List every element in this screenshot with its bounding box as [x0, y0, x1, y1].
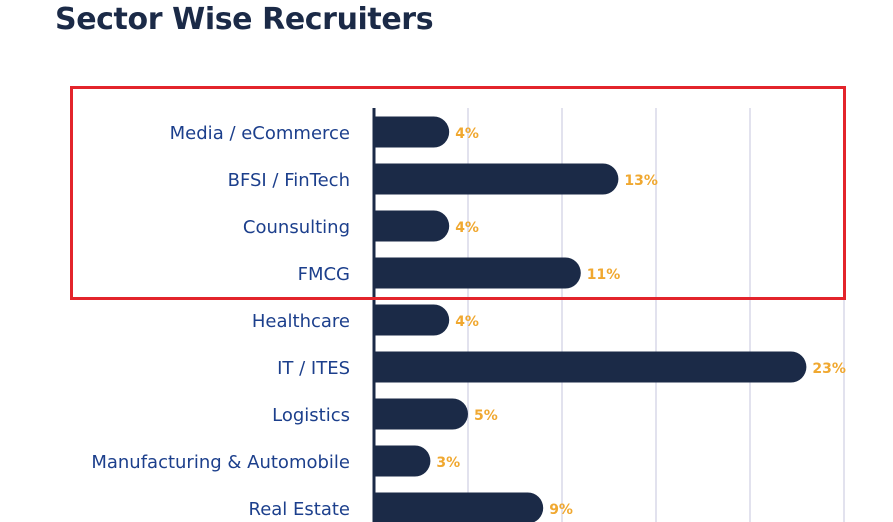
category-labels: Media / eCommerce BFSI / FinTech Counsulti…	[91, 123, 350, 520]
value-label-fmcg: 11%	[587, 267, 621, 283]
category-label-bfsi-fintech: BFSI / FinTech	[228, 170, 350, 191]
bar-manufacturing-automobile	[374, 445, 431, 477]
category-label-counsulting: Counsulting	[243, 217, 350, 238]
bar-counsulting	[374, 210, 450, 242]
category-label-real-estate: Real Estate	[249, 499, 351, 520]
bar-logistics	[374, 398, 468, 430]
value-label-it-ites: 23%	[812, 361, 846, 377]
value-label-logistics: 5%	[474, 408, 498, 424]
value-label-manufacturing-automobile: 3%	[436, 455, 460, 471]
bar-media-ecommerce	[374, 116, 450, 148]
category-label-healthcare: Healthcare	[252, 311, 350, 332]
value-labels: 4% 13% 4% 11% 4% 23% 5% 3% 9%	[436, 126, 846, 518]
value-label-media-ecommerce: 4%	[455, 126, 479, 142]
bar-healthcare	[374, 304, 450, 336]
bar-fmcg	[374, 257, 581, 289]
bar-it-ites	[374, 351, 807, 383]
value-label-counsulting: 4%	[455, 220, 479, 236]
value-label-healthcare: 4%	[455, 314, 479, 330]
category-label-media-ecommerce: Media / eCommerce	[170, 123, 350, 144]
category-label-logistics: Logistics	[272, 405, 350, 426]
bar-bfsi-fintech	[374, 163, 619, 195]
category-label-manufacturing-automobile: Manufacturing & Automobile	[91, 452, 350, 473]
bars	[374, 116, 807, 522]
bar-real-estate	[374, 492, 544, 522]
category-label-it-ites: IT / ITES	[277, 358, 350, 379]
value-label-bfsi-fintech: 13%	[624, 173, 658, 189]
chart-title: Sector Wise Recruiters	[55, 2, 434, 37]
value-label-real-estate: 9%	[549, 502, 573, 518]
category-label-fmcg: FMCG	[298, 264, 350, 285]
